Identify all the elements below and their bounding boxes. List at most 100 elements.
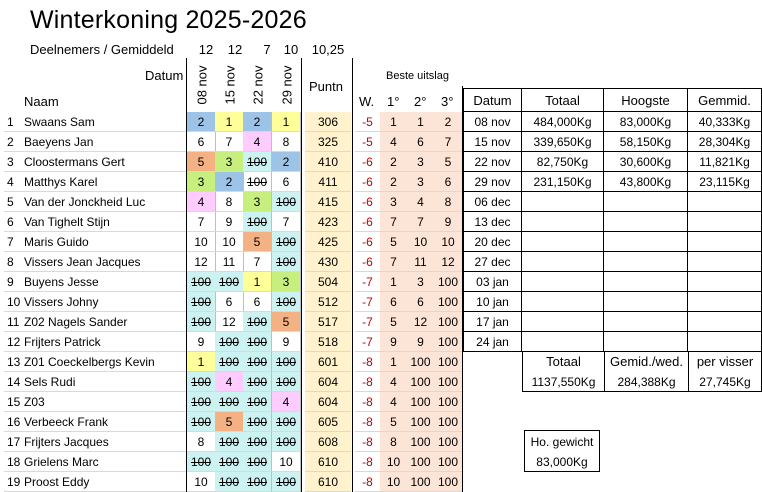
round-4-rank: 100 [272,192,301,212]
round-1-rank: 7 [187,212,216,232]
round-3-rank: 100 [243,392,272,412]
best-result-2: 100 [407,352,434,372]
weeks-count: -6 [355,212,380,232]
best-result-3: 100 [434,332,462,352]
summary-header-totaal: Totaal [522,88,604,112]
round-3-rank: 100 [243,432,272,452]
summary-value [522,292,604,312]
row-number: 11 [4,312,20,332]
points: 425 [305,232,351,252]
points: 410 [305,152,351,172]
best-result-3: 10 [434,232,462,252]
round-3-rank: 100 [243,452,272,472]
best-result-3: 100 [434,372,462,392]
participant-name: Vissers Johny [20,292,187,312]
summary-value: 43,800Kg [604,172,688,192]
round-3-rank: 7 [243,252,272,272]
points: 423 [305,212,351,232]
round-2-rank: 100 [215,472,244,492]
summary-date: 15 nov [463,132,522,152]
participant-name: Van Tighelt Stijn [20,212,187,232]
best1-header: 1° [387,94,400,109]
row-number: 4 [4,172,20,192]
rank-block-left-border [186,58,187,492]
round-4-rank: 9 [272,332,301,352]
points: 608 [305,432,351,452]
points: 610 [305,452,351,472]
best3-header: 3° [441,94,454,109]
round-1-rank: 100 [187,272,216,292]
weeks-count: -8 [355,452,380,472]
heaviest-weight-label: Ho. gewicht [530,435,594,449]
best-result-3: 7 [434,132,462,152]
rank-block-right-border [301,58,302,492]
summary-date: 06 dec [463,192,522,212]
row-number: 15 [4,392,20,412]
round-2-rank: 8 [215,192,244,212]
best-result-2: 100 [407,412,434,432]
row-number: 8 [4,252,20,272]
summary-date: 20 dec [463,232,522,252]
round-4-rank: 8 [272,132,301,152]
best-result-1: 7 [380,212,407,232]
weeks-count: -7 [355,272,380,292]
best-result-3: 2 [434,112,462,132]
best-result-3: 100 [434,272,462,292]
weeks-count: -6 [355,232,380,252]
points-right-border [352,58,353,492]
participants-average-label: Deelnemers / Gemiddeld [30,42,174,57]
heaviest-weight-box: Ho. gewicht 83,000Kg [524,430,600,472]
round-4-rank: 2 [272,152,301,172]
participant-name: Van der Jonckheid Luc [20,192,187,212]
round-4-rank: 100 [272,412,301,432]
summary-date: 22 nov [463,152,522,172]
average-4: 10 [283,42,299,57]
round-4-rank: 100 [272,352,301,372]
round-2-rank: 100 [215,272,244,292]
best-result-3: 100 [434,472,462,492]
points: 411 [305,172,351,192]
totals-header: per visser [688,352,762,372]
round-1-rank: 100 [187,372,216,392]
summary-header-hoogste: Hoogste [604,88,688,112]
totals-value: 1137,550Kg [522,372,604,392]
summary-value [604,292,688,312]
points: 325 [305,132,351,152]
best-result-2: 7 [407,212,434,232]
round-1-rank: 3 [187,172,216,192]
round-3-rank: 100 [243,352,272,372]
row-number: 10 [4,292,20,312]
weeks-count: -5 [355,132,380,152]
round-1-rank: 2 [187,112,216,132]
round-1-rank: 9 [187,332,216,352]
best-result-1: 5 [380,232,407,252]
totals-header: Totaal [522,352,604,372]
date-col-header-3: 22 nov [250,65,266,105]
round-1-rank: 5 [187,152,216,172]
best-result-1: 5 [380,312,407,332]
weeks-count: -6 [355,152,380,172]
participant-name: Frijters Jacques [20,432,187,452]
summary-value: 40,333Kg [688,112,762,132]
weeks-count: -8 [355,352,380,372]
best-result-3: 5 [434,152,462,172]
best-result-1: 2 [380,152,407,172]
summary-value [522,272,604,292]
round-1-rank: 100 [187,292,216,312]
summary-date: 24 jan [463,332,522,352]
summary-value [522,312,604,332]
weeks-count: -5 [355,112,380,132]
round-3-rank: 100 [243,172,272,192]
date-col-header-2: 15 nov [222,65,238,105]
round-3-rank: 100 [243,472,272,492]
best-result-3: 100 [434,292,462,312]
round-2-rank: 11 [215,252,244,272]
heaviest-weight-value: 83,000Kg [536,455,588,469]
summary-value [522,232,604,252]
round-1-rank: 8 [187,432,216,452]
participant-name: Frijters Patrick [20,332,187,352]
round-2-rank: 2 [215,172,244,192]
best-result-1: 5 [380,412,407,432]
best-result-2: 11 [407,252,434,272]
points: 610 [305,472,351,492]
